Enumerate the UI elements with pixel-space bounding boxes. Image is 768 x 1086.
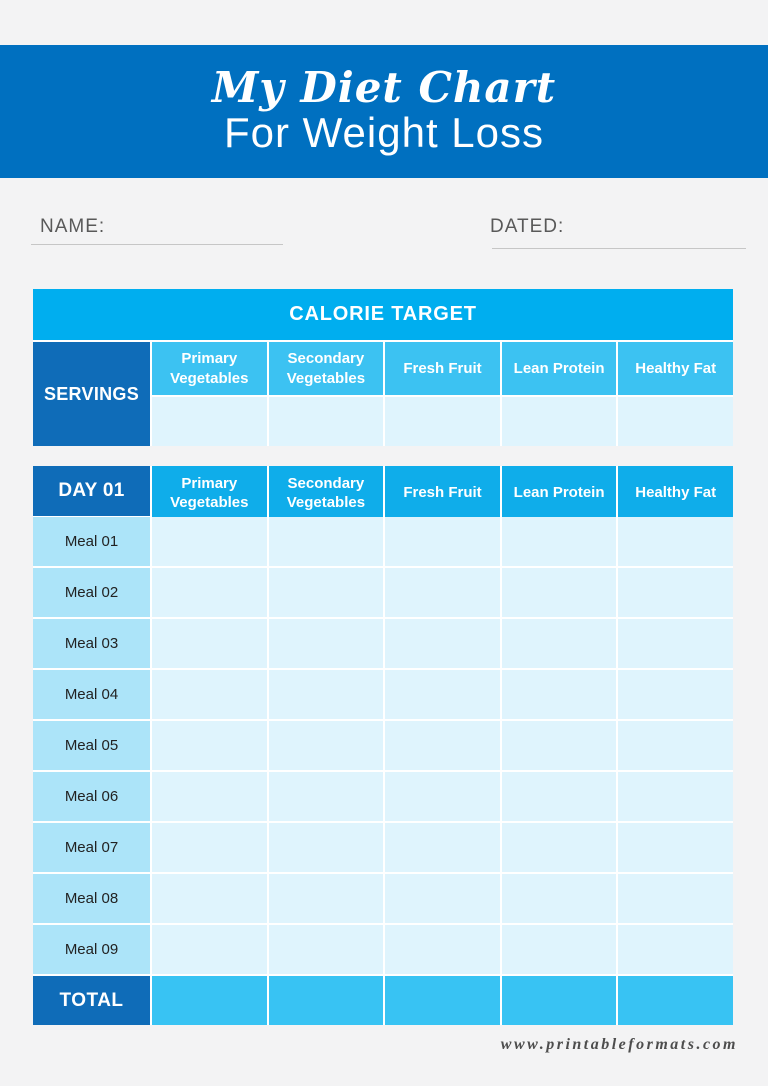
total-value-cell[interactable]	[618, 976, 733, 1025]
dated-label: DATED:	[490, 216, 565, 237]
total-value-cell[interactable]	[268, 976, 384, 1025]
meal-entry-cell[interactable]	[268, 517, 384, 566]
servings-value-cell[interactable]	[501, 397, 617, 446]
meal-entry-cell[interactable]	[618, 721, 733, 770]
meal-entry-cell[interactable]	[501, 721, 617, 770]
meal-entry-cell[interactable]	[268, 721, 384, 770]
meal-entry-cell[interactable]	[268, 772, 384, 821]
meal-entry-cell[interactable]	[501, 670, 617, 719]
column-header-primary-vegetables: Primary Vegetables	[152, 466, 267, 520]
meal-entry-cell[interactable]	[268, 619, 384, 668]
calorie-target-table: CALORIE TARGET SERVINGS Primary Vegetabl…	[33, 289, 733, 446]
column-header-primary-vegetables: Primary Vegetables	[152, 342, 267, 395]
meal-entry-cell[interactable]	[152, 568, 267, 617]
meal-entry-cell[interactable]	[385, 619, 500, 668]
servings-value-cell[interactable]	[268, 397, 384, 446]
header-band: My Diet Chart For Weight Loss	[0, 45, 768, 178]
website-credit: www.printableformats.com	[500, 1036, 738, 1053]
meal-entry-cell[interactable]	[501, 823, 617, 872]
meal-entry-cell[interactable]	[501, 772, 617, 821]
meal-entry-cell[interactable]	[501, 874, 617, 923]
meal-entry-cell[interactable]	[618, 517, 733, 566]
column-header-secondary-vegetables: Secondary Vegetables	[268, 466, 384, 520]
meal-entry-cell[interactable]	[385, 721, 500, 770]
meal-entry-cell[interactable]	[385, 517, 500, 566]
page-subtitle: For Weight Loss	[223, 109, 544, 157]
meal-entry-cell[interactable]	[385, 670, 500, 719]
meal-entry-cell[interactable]	[618, 823, 733, 872]
meal-entry-cell[interactable]	[618, 874, 733, 923]
servings-row-label: SERVINGS	[33, 342, 150, 446]
calorie-target-title: CALORIE TARGET	[33, 289, 733, 340]
meal-entry-cell[interactable]	[501, 619, 617, 668]
dated-input-line[interactable]	[492, 248, 746, 249]
meal-entry-cell[interactable]	[268, 670, 384, 719]
servings-value-cell[interactable]	[618, 397, 733, 446]
meal-entry-cell[interactable]	[618, 619, 733, 668]
column-header-secondary-vegetables: Secondary Vegetables	[268, 342, 384, 395]
total-value-cell[interactable]	[385, 976, 500, 1025]
meal-entry-cell[interactable]	[385, 874, 500, 923]
meal-entry-cell[interactable]	[385, 568, 500, 617]
meal-entry-cell[interactable]	[385, 823, 500, 872]
meal-row-label: Meal 05	[33, 721, 150, 770]
meal-entry-cell[interactable]	[152, 619, 267, 668]
meal-entry-cell[interactable]	[618, 670, 733, 719]
column-header-healthy-fat: Healthy Fat	[618, 466, 733, 520]
meal-row-label: Meal 03	[33, 619, 150, 668]
meal-entry-cell[interactable]	[501, 925, 617, 974]
total-value-cell[interactable]	[152, 976, 267, 1025]
total-row-label: TOTAL	[33, 976, 150, 1025]
meal-row-label: Meal 09	[33, 925, 150, 974]
meal-row-label: Meal 02	[33, 568, 150, 617]
meal-entry-cell[interactable]	[501, 568, 617, 617]
meal-entry-cell[interactable]	[268, 874, 384, 923]
meal-row-label: Meal 07	[33, 823, 150, 872]
column-header-lean-protein: Lean Protein	[501, 342, 617, 395]
meal-row-label: Meal 06	[33, 772, 150, 821]
meal-row-label: Meal 01	[33, 517, 150, 566]
column-header-healthy-fat: Healthy Fat	[618, 342, 733, 395]
column-header-lean-protein: Lean Protein	[501, 466, 617, 520]
meal-entry-cell[interactable]	[152, 721, 267, 770]
meal-entry-cell[interactable]	[152, 874, 267, 923]
page-title-script: My Diet Chart	[211, 63, 557, 113]
meal-entry-cell[interactable]	[152, 772, 267, 821]
meal-entry-cell[interactable]	[268, 823, 384, 872]
meal-entry-cell[interactable]	[152, 925, 267, 974]
total-value-cell[interactable]	[501, 976, 617, 1025]
meal-entry-cell[interactable]	[501, 517, 617, 566]
meal-row-label: Meal 08	[33, 874, 150, 923]
meal-entry-cell[interactable]	[152, 823, 267, 872]
meal-row-label: Meal 04	[33, 670, 150, 719]
meal-entry-cell[interactable]	[152, 517, 267, 566]
meal-entry-cell[interactable]	[385, 925, 500, 974]
day-01-label: DAY 01	[33, 466, 150, 516]
name-input-line[interactable]	[31, 244, 283, 245]
meal-entry-cell[interactable]	[268, 925, 384, 974]
servings-value-cell[interactable]	[152, 397, 267, 446]
meal-entry-cell[interactable]	[385, 772, 500, 821]
meal-entry-cell[interactable]	[618, 772, 733, 821]
meal-entry-cell[interactable]	[268, 568, 384, 617]
meal-entry-cell[interactable]	[618, 925, 733, 974]
column-header-fresh-fruit: Fresh Fruit	[385, 466, 500, 520]
meal-entry-cell[interactable]	[618, 568, 733, 617]
name-label: NAME:	[40, 216, 106, 237]
meal-entry-cell[interactable]	[152, 670, 267, 719]
column-header-fresh-fruit: Fresh Fruit	[385, 342, 500, 395]
day-01-table: DAY 01 Primary Vegetables Secondary Vege…	[33, 466, 733, 1025]
servings-value-cell[interactable]	[385, 397, 500, 446]
